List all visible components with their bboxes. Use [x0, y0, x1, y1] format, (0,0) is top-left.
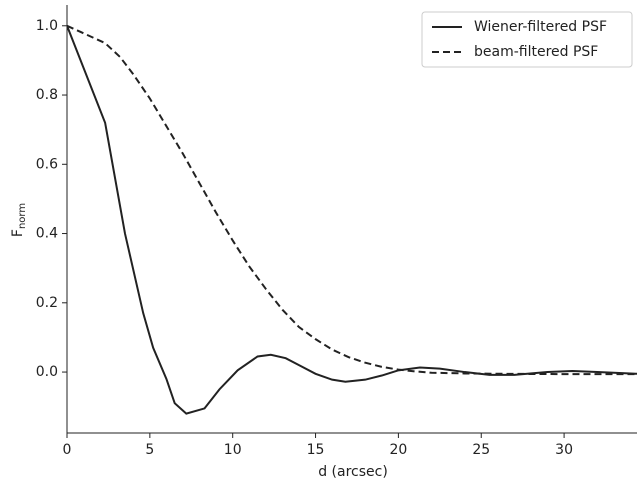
y-tick-label: 0.2 — [36, 295, 58, 311]
y-axis-label-sub: norm — [17, 203, 28, 229]
y-tick-label: 0.6 — [36, 156, 58, 172]
x-tick-label: 25 — [472, 442, 490, 458]
x-tick-label: 5 — [145, 442, 154, 458]
y-axis-label-main: F — [10, 229, 26, 237]
x-tick-label: 10 — [224, 442, 242, 458]
y-tick-label: 0.4 — [36, 226, 58, 242]
x-tick-label: 20 — [389, 442, 407, 458]
y-tick-label: 0.8 — [36, 87, 58, 103]
x-tick-label: 0 — [63, 442, 72, 458]
x-tick-label: 15 — [307, 442, 325, 458]
x-axis-label: d (arcsec) — [318, 464, 388, 480]
y-tick-label: 1.0 — [36, 18, 58, 34]
y-axis-label: Fnorm — [10, 203, 28, 237]
legend-box — [421, 11, 633, 68]
y-tick-label: 0.0 — [36, 364, 58, 380]
line — [67, 24, 637, 376]
legend-label: Wiener-filtered PSF — [474, 19, 607, 35]
legend-label: beam-filtered PSF — [474, 44, 598, 60]
line — [67, 25, 637, 415]
x-tick-label: 30 — [555, 442, 573, 458]
